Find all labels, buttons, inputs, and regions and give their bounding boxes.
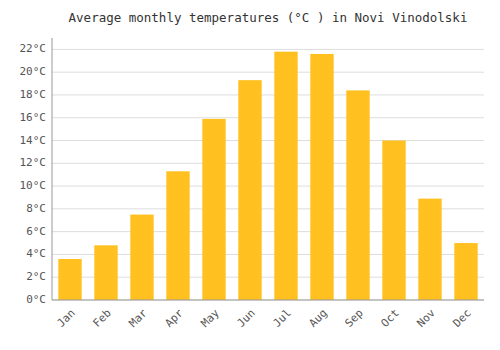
bar — [94, 245, 117, 300]
x-tick-label: May — [199, 306, 223, 330]
bar — [274, 52, 297, 300]
x-tick-label: Jul — [271, 307, 294, 330]
bar — [454, 243, 477, 300]
y-tick-label: 4°C — [26, 247, 46, 260]
x-tick-label: Nov — [415, 306, 439, 330]
x-axis-line — [52, 300, 484, 301]
grid — [52, 49, 484, 300]
bar — [202, 119, 225, 300]
bars — [58, 52, 477, 300]
bar — [346, 90, 369, 300]
bar — [310, 54, 333, 300]
grid-line — [52, 140, 484, 141]
x-tick-label: Apr — [163, 306, 187, 330]
y-tick-label: 16°C — [20, 111, 47, 124]
x-tick-label: Dec — [451, 307, 474, 330]
grid-line — [52, 300, 484, 301]
bar — [418, 199, 441, 300]
y-tick-label: 10°C — [20, 179, 47, 192]
y-tick-label: 22°C — [20, 42, 47, 55]
y-tick-label: 18°C — [20, 88, 47, 101]
bar — [382, 141, 405, 300]
x-tick-label: Feb — [91, 307, 114, 330]
x-tick-label: Jun — [235, 307, 258, 330]
bar — [130, 215, 153, 300]
x-tick-label: Mar — [127, 306, 151, 330]
bar — [58, 259, 81, 300]
x-tick-label: Sep — [343, 307, 366, 330]
y-axis-line — [52, 38, 53, 300]
grid-line — [52, 163, 484, 164]
chart: 0°C 2°C 4°C 6°C 8°C 10°C 12°C 14°C 16°C 18°C 20°C 2… — [0, 0, 500, 350]
y-tick-label: 6°C — [26, 225, 46, 238]
grid-line — [52, 49, 484, 50]
grid-line — [52, 72, 484, 73]
title: Average monthly temperatures (°C ) in No… — [69, 10, 468, 25]
y-tick-label: 0°C — [26, 293, 46, 306]
y-tick-label: 12°C — [20, 156, 47, 169]
bar — [238, 80, 261, 300]
x-tick-label: Aug — [307, 307, 330, 330]
grid-line — [52, 117, 484, 118]
y-tick-label: 2°C — [26, 270, 46, 283]
x-tick-label: Oct — [379, 307, 402, 330]
grid-line — [52, 186, 484, 187]
y-tick-label: 20°C — [20, 65, 47, 78]
bar — [166, 171, 189, 300]
grid-line — [52, 94, 484, 95]
x-tick-label: Jan — [55, 307, 78, 330]
y-tick-label: 8°C — [26, 202, 46, 215]
y-tick-label: 14°C — [20, 134, 47, 147]
